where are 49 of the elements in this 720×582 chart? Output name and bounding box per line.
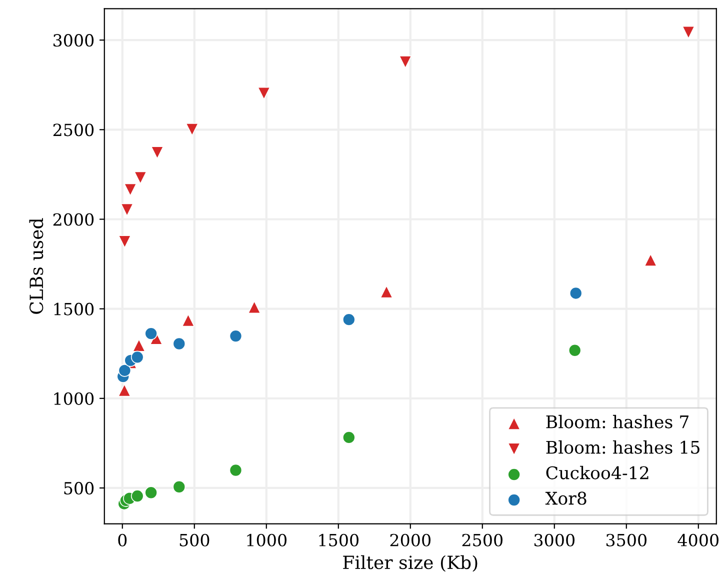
point	[172, 337, 186, 350]
x-tick-label: 2500	[462, 534, 502, 546]
legend-label: Xor8	[545, 492, 586, 505]
point	[144, 327, 158, 340]
point	[342, 431, 356, 444]
x-tick-label: 500	[180, 534, 210, 546]
point	[258, 86, 270, 100]
y-axis-title: CLBs used	[29, 218, 44, 314]
y-tick-label: 2000	[53, 213, 94, 226]
point	[568, 344, 582, 357]
point	[644, 254, 658, 267]
x-tick-label: 3000	[534, 534, 574, 546]
x-axis-title: Filter size (Kb)	[343, 555, 478, 572]
x-tick-label: 2000	[390, 534, 430, 546]
point	[120, 203, 134, 216]
x-tick-label: 1500	[319, 534, 358, 546]
point	[124, 183, 137, 196]
x-tick-label: 4000	[678, 534, 718, 546]
point	[130, 350, 144, 364]
x-tick-label: 0	[118, 534, 127, 546]
x-tick-label: 1000	[247, 534, 286, 546]
point	[186, 123, 199, 136]
y-tick-label: 3000	[54, 34, 94, 47]
x-tick-label: 3500	[606, 534, 646, 546]
y-tick-label: 2500	[53, 124, 94, 136]
legend-label: Bloom: hashes 15	[546, 440, 700, 454]
point	[569, 286, 582, 300]
y-tick-label: 1000	[54, 392, 94, 405]
point	[118, 364, 132, 377]
point	[182, 314, 195, 327]
point	[144, 486, 158, 500]
point	[150, 146, 164, 160]
point	[118, 235, 132, 248]
point	[248, 300, 261, 314]
point	[682, 26, 695, 39]
point	[172, 480, 186, 494]
point	[134, 171, 147, 184]
point	[398, 56, 412, 68]
point	[229, 464, 242, 477]
point	[229, 330, 242, 342]
legend-label: Cuckoo4-12	[546, 466, 648, 480]
point	[342, 313, 356, 326]
y-tick-label: 500	[64, 482, 94, 495]
point	[118, 384, 131, 397]
legend-label: Bloom: hashes 7	[546, 414, 688, 428]
y-tick-label: 1500	[54, 302, 94, 316]
point	[380, 285, 393, 298]
point	[132, 338, 146, 352]
point	[130, 490, 144, 502]
